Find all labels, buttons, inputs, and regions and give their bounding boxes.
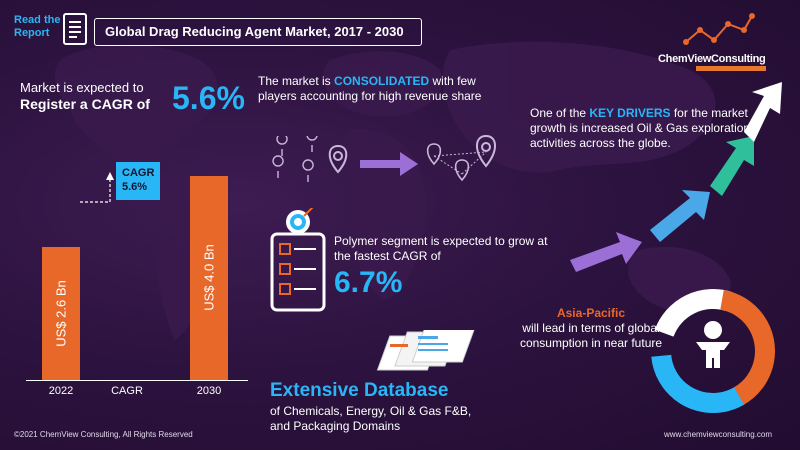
bar-2022	[42, 247, 80, 380]
polymer-segment-text: Polymer segment is expected to grow at t…	[334, 234, 548, 263]
logo-growth-line-icon	[683, 13, 755, 45]
clipboard-checklist-icon	[270, 208, 326, 312]
bar-category-label: 2022	[48, 385, 74, 397]
consolidated-highlight: CONSOLIDATED	[334, 74, 430, 88]
market-cagr-value: 5.6%	[172, 80, 245, 116]
asia-pacific-title: Asia-Pacific	[556, 306, 626, 320]
cagr-dashed-arrow-icon	[80, 172, 114, 203]
bar-2030	[190, 175, 228, 380]
chart-baseline	[26, 380, 248, 381]
read-report-link[interactable]: Read the Report	[14, 14, 61, 39]
key-drivers-prefix: One of the	[530, 106, 590, 120]
database-title: Extensive Database	[270, 380, 449, 401]
company-logo-tagline-bar	[696, 66, 766, 71]
consumption-donut-icon	[651, 289, 775, 413]
footer-website-link[interactable]: www.chemviewconsulting.com	[664, 430, 773, 439]
database-documents-icon	[376, 330, 476, 371]
key-drivers-highlight: KEY DRIVERS	[589, 106, 671, 120]
key-drivers-text: One of the KEY DRIVERS for the market gr…	[530, 106, 770, 151]
polymer-cagr-value: 6.7%	[334, 266, 403, 299]
cagr-intro-emphasis: Register a CAGR of	[20, 96, 150, 112]
asia-pacific-text: Asia-Pacific will lead in terms of globa…	[518, 306, 664, 351]
bar-value-label: US$ 4.0 Bn	[201, 244, 217, 311]
growth-arrows-icon	[570, 82, 782, 272]
cagr-callout-box: CAGR 5.6%	[116, 162, 160, 200]
asia-pacific-rest: will lead in terms of global consumption…	[519, 321, 663, 350]
connected-location-pins-icon	[426, 134, 496, 182]
cagr-intro-line: Market is expected to	[20, 80, 144, 95]
page-title: Global Drag Reducing Agent Market, 2017 …	[94, 18, 422, 46]
database-subtitle: of Chemicals, Energy, Oil & Gas F&B, and…	[270, 404, 472, 433]
scattered-location-pins-icon	[272, 136, 348, 182]
cagr-callout-value: 5.6%	[122, 181, 148, 193]
report-document-icon[interactable]	[62, 12, 90, 48]
company-logo-name: ChemViewConsulting	[658, 53, 766, 65]
cagr-callout-label: CAGR	[122, 167, 155, 179]
bar-value-label: US$ 2.6 Bn	[53, 279, 69, 347]
footer-copyright: ©2021 ChemView Consulting, All Rights Re…	[14, 430, 193, 439]
consolidated-prefix: The market is	[258, 74, 335, 88]
consolidation-arrow-icon	[360, 152, 418, 176]
bar-category-label: CAGR	[111, 385, 143, 397]
bar-category-label: 2030	[196, 385, 222, 397]
consolidated-rest: with few players accounting for high rev…	[258, 74, 482, 103]
consolidated-text: The market is CONSOLIDATED with few play…	[258, 74, 488, 104]
key-drivers-rest: for the market growth is increased Oil &…	[530, 106, 751, 150]
